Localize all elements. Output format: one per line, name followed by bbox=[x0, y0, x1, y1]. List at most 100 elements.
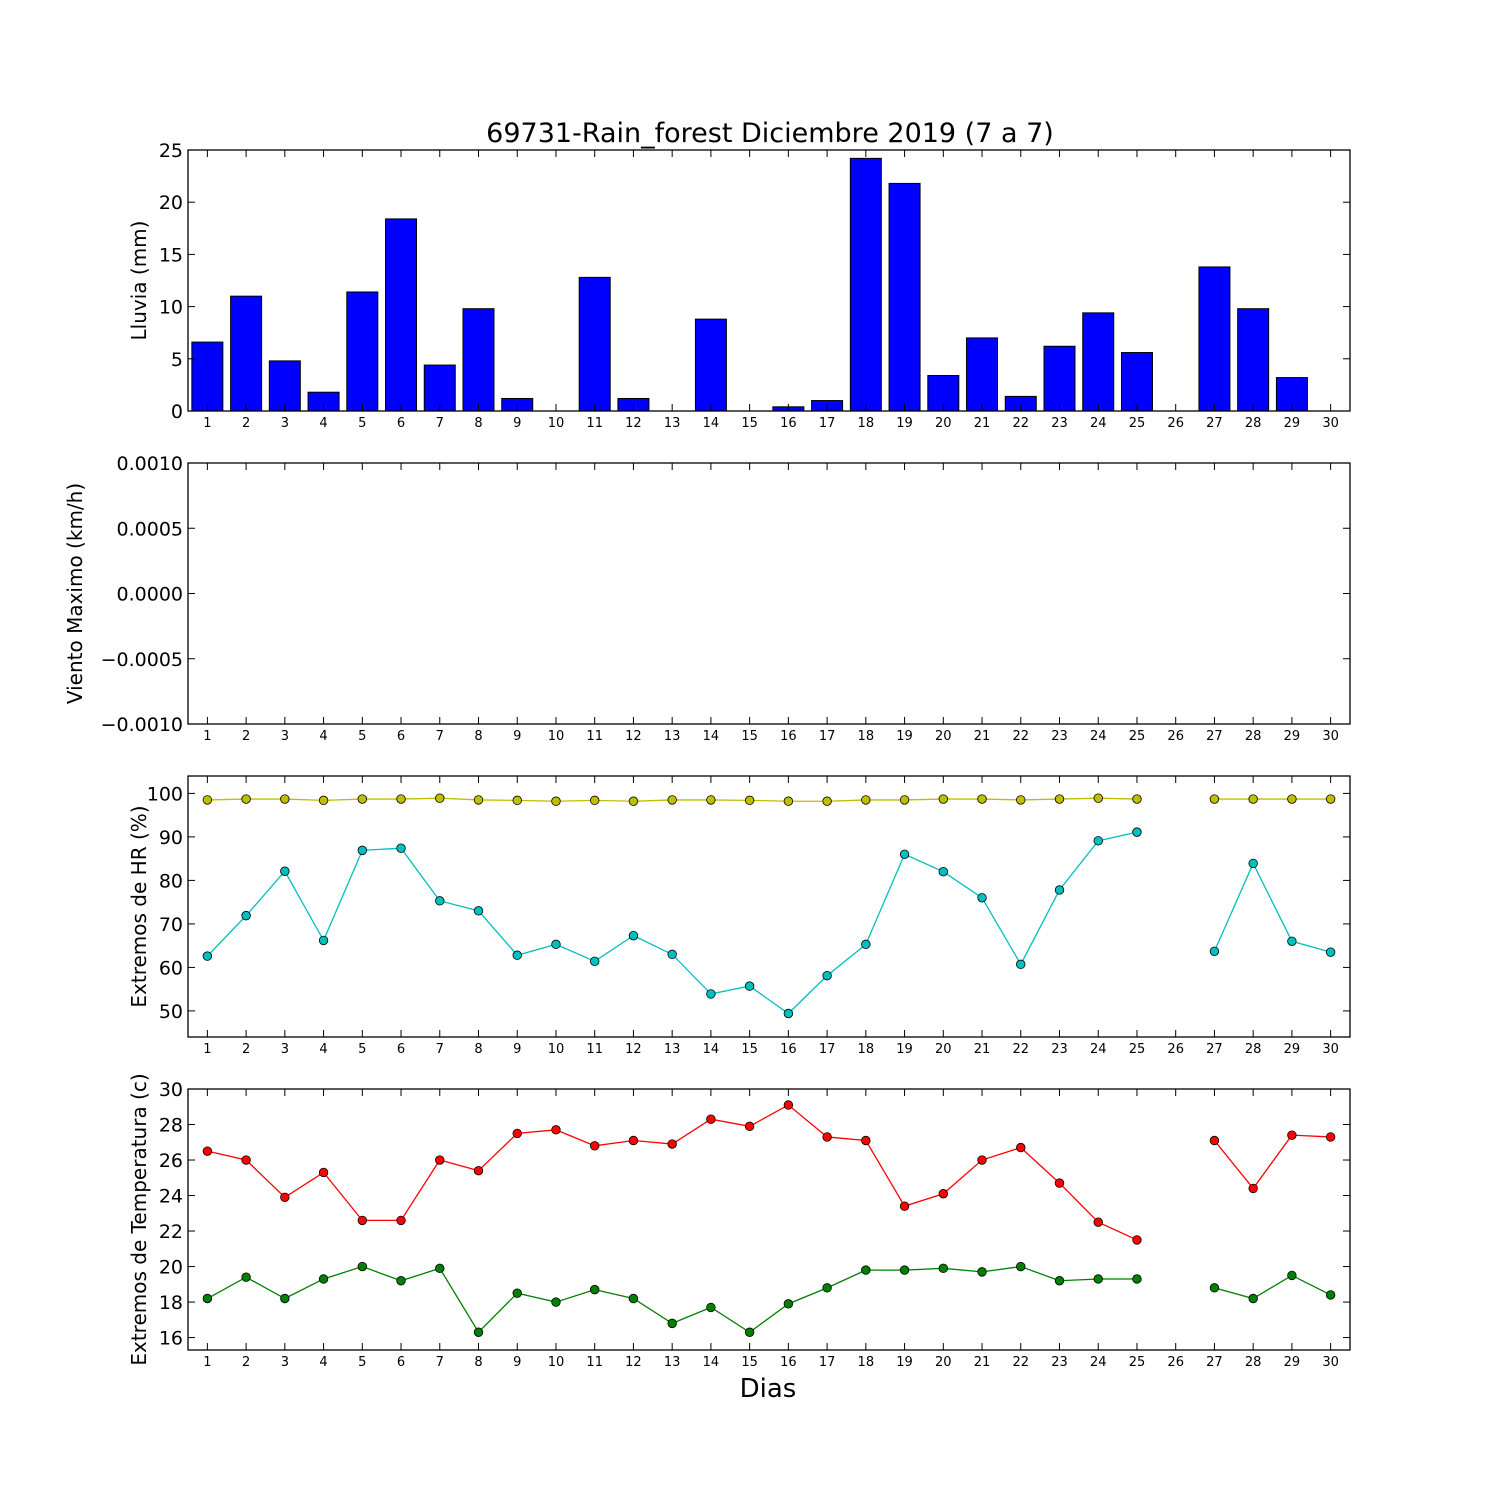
hr_min-point bbox=[1248, 858, 1258, 869]
temp_min-point bbox=[318, 1274, 329, 1284]
x-tick-label: 23 bbox=[1051, 1355, 1068, 1370]
x-tick-label: 4 bbox=[319, 416, 327, 431]
hr_max-point bbox=[1132, 794, 1142, 804]
x-tick-label: 16 bbox=[780, 729, 797, 744]
hr_max-point bbox=[706, 795, 716, 805]
temp_min-point bbox=[783, 1299, 794, 1309]
hr_min-point bbox=[1287, 936, 1297, 947]
x-tick-label: 7 bbox=[436, 1355, 444, 1370]
y-axis-label: Viento Maximo (km/h) bbox=[63, 483, 87, 704]
x-tick-label: 25 bbox=[1129, 1355, 1146, 1370]
hr_min-point bbox=[1016, 959, 1026, 970]
rain-bar bbox=[268, 360, 301, 412]
temp_max-point bbox=[822, 1132, 832, 1142]
x-tick-label: 13 bbox=[664, 729, 681, 744]
y-axis-label: Extremos de Temperatura (c) bbox=[127, 1073, 151, 1365]
hr_min-point bbox=[822, 970, 832, 981]
temp_min-point bbox=[1287, 1270, 1297, 1281]
x-tick-label: 30 bbox=[1322, 1042, 1339, 1057]
hr_min-point bbox=[396, 843, 406, 853]
x-axis-label: Dias bbox=[740, 1374, 797, 1404]
hr_max-point bbox=[744, 795, 755, 806]
x-tick-label: 15 bbox=[741, 729, 758, 744]
x-tick-label: 16 bbox=[780, 1042, 797, 1057]
hr_max-point bbox=[318, 795, 329, 806]
x-tick-label: 17 bbox=[819, 729, 836, 744]
x-tick-label: 24 bbox=[1090, 1042, 1107, 1057]
x-tick-label: 6 bbox=[397, 1355, 405, 1370]
hr_min-point bbox=[628, 930, 639, 941]
hr_min-point bbox=[667, 949, 677, 960]
x-tick-label: 21 bbox=[974, 1042, 991, 1057]
hr_min-point bbox=[1054, 885, 1065, 895]
temp_min-point bbox=[357, 1261, 368, 1272]
axes-frame bbox=[187, 149, 1351, 412]
y-tick-label: 0.0005 bbox=[117, 518, 183, 540]
x-tick-label: 5 bbox=[358, 1042, 366, 1057]
rain-bar bbox=[1120, 352, 1153, 412]
y-tick-label: 80 bbox=[159, 870, 183, 892]
temp_max-point bbox=[396, 1215, 406, 1226]
x-tick-label: 12 bbox=[625, 416, 642, 431]
temp_min-point bbox=[473, 1327, 484, 1337]
y-tick-label: 28 bbox=[159, 1115, 183, 1137]
x-tick-label: 26 bbox=[1167, 416, 1184, 431]
hr_max-point bbox=[667, 795, 677, 805]
x-tick-label: 8 bbox=[474, 1355, 482, 1370]
y-tick-label: −0.0010 bbox=[101, 714, 183, 736]
hr_max-point bbox=[1325, 794, 1336, 804]
hr_min-point bbox=[357, 845, 368, 856]
hr_min-point bbox=[280, 866, 290, 876]
x-tick-label: 8 bbox=[474, 1042, 482, 1057]
x-tick-label: 22 bbox=[1012, 1042, 1029, 1057]
x-tick-label: 10 bbox=[548, 416, 565, 431]
axes-frame bbox=[187, 1088, 1351, 1351]
x-tick-label: 28 bbox=[1245, 416, 1262, 431]
x-tick-label: 12 bbox=[625, 1355, 642, 1370]
y-tick-label: 0.0010 bbox=[117, 453, 183, 475]
x-tick-label: 23 bbox=[1051, 729, 1068, 744]
hr_max-point bbox=[396, 794, 406, 804]
x-tick-label: 9 bbox=[513, 1355, 521, 1370]
x-tick-label: 28 bbox=[1245, 1042, 1262, 1057]
x-tick-label: 15 bbox=[741, 1042, 758, 1057]
x-tick-label: 12 bbox=[625, 729, 642, 744]
x-tick-label: 12 bbox=[625, 1042, 642, 1057]
temp_max-point bbox=[435, 1155, 445, 1165]
temp_max-point bbox=[473, 1165, 484, 1176]
x-tick-label: 20 bbox=[935, 1355, 952, 1370]
hr_max-point bbox=[1209, 794, 1220, 804]
x-tick-label: 19 bbox=[896, 1355, 913, 1370]
x-tick-label: 7 bbox=[436, 1042, 444, 1057]
hr_max-point bbox=[202, 795, 213, 805]
hr_min-point bbox=[783, 1008, 794, 1019]
x-tick-label: 11 bbox=[586, 1355, 603, 1370]
x-tick-label: 2 bbox=[242, 1042, 250, 1057]
x-tick-label: 18 bbox=[858, 729, 875, 744]
y-tick-label: 20 bbox=[159, 192, 183, 214]
y-tick-label: 60 bbox=[159, 957, 183, 979]
y-tick-label: 30 bbox=[159, 1079, 183, 1101]
temp_max-point bbox=[938, 1189, 949, 1199]
x-tick-label: 29 bbox=[1284, 416, 1301, 431]
x-tick-label: 17 bbox=[819, 1042, 836, 1057]
x-tick-label: 9 bbox=[513, 416, 521, 431]
x-tick-label: 11 bbox=[586, 416, 603, 431]
x-tick-label: 21 bbox=[974, 416, 991, 431]
temp_max-point bbox=[1325, 1132, 1336, 1142]
x-tick-label: 3 bbox=[281, 1042, 289, 1057]
temp_max-point bbox=[977, 1155, 987, 1165]
x-tick-label: 16 bbox=[780, 416, 797, 431]
rain-bar bbox=[888, 182, 921, 412]
x-tick-label: 6 bbox=[397, 729, 405, 744]
x-tick-label: 13 bbox=[664, 1042, 681, 1057]
hr_max-point bbox=[938, 794, 949, 804]
hr_max-point bbox=[1248, 794, 1258, 804]
temp_min-point bbox=[202, 1293, 213, 1304]
temp_max-point bbox=[202, 1146, 213, 1156]
hr_min-point bbox=[899, 849, 910, 860]
x-tick-label: 27 bbox=[1206, 1355, 1223, 1370]
hr_max-point bbox=[280, 794, 290, 804]
hr_max-point bbox=[783, 796, 794, 806]
